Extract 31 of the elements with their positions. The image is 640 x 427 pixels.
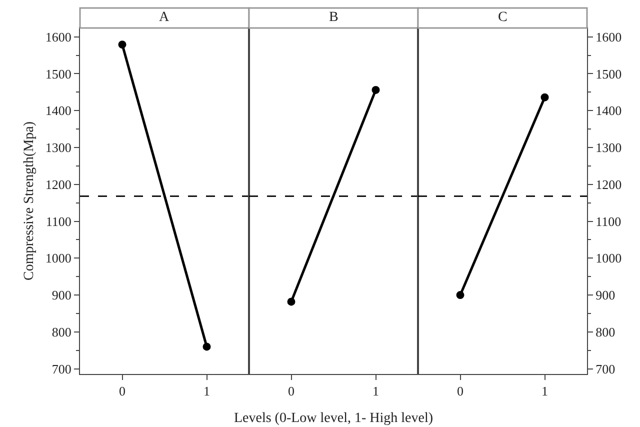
- y2-tick-label: 1000: [596, 250, 622, 266]
- x-tick-label: 1: [542, 384, 548, 399]
- y2-tick-label: 1300: [596, 140, 622, 156]
- y2-tick-label: 1100: [596, 214, 622, 229]
- y2-tick-label: 1200: [596, 176, 622, 192]
- y2-tick-label: 1500: [596, 66, 622, 82]
- y-tick-label: 1200: [45, 176, 72, 192]
- x-tick-label: 1: [204, 384, 210, 399]
- y2-tick-label: 800: [596, 324, 616, 340]
- y2-tick-label: 1400: [596, 103, 622, 118]
- y-tick-label: 1600: [45, 29, 72, 44]
- y-tick-label: 800: [52, 324, 72, 340]
- y-axis-title: Compressive Strength(Mpa): [22, 121, 37, 281]
- y2-tick-label: 900: [596, 288, 616, 303]
- chart-title: A: [159, 10, 170, 25]
- x-tick-label: 0: [457, 384, 464, 399]
- y-tick-label: 1500: [45, 66, 72, 82]
- x-tick-label: 0: [288, 384, 294, 399]
- chart-title: C: [498, 10, 508, 25]
- y2-tick-label: 700: [596, 361, 616, 376]
- y-tick-label: 700: [52, 361, 72, 376]
- y2-tick-label: 1600: [596, 29, 622, 44]
- y-tick-label: 900: [52, 288, 72, 303]
- y-tick-label: 1400: [45, 103, 72, 118]
- y-tick-label: 1000: [45, 250, 72, 266]
- y-tick-label: 1300: [45, 140, 72, 156]
- x-tick-label: 1: [372, 384, 379, 399]
- x-tick-label: 0: [119, 384, 126, 399]
- y-tick-label: 1100: [46, 214, 72, 229]
- x-axis-title: Levels (0-Low level, 1- High level): [234, 410, 434, 426]
- chart-title: B: [329, 10, 338, 25]
